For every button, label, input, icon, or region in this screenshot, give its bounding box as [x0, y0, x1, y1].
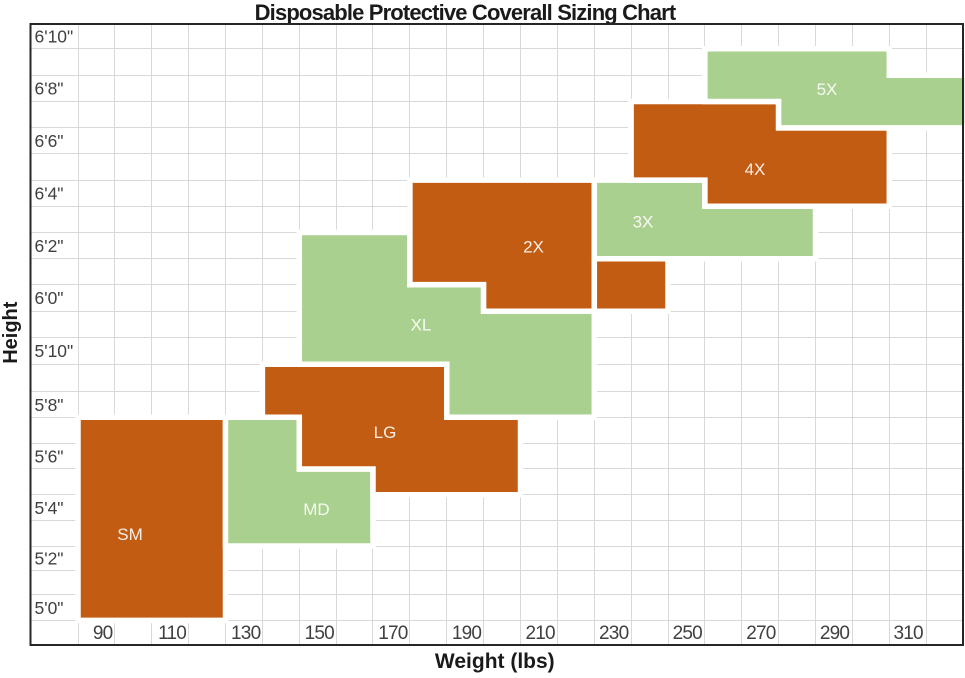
- svg-text:Disposable Protective Coverall: Disposable Protective Coverall Sizing Ch…: [255, 0, 677, 25]
- svg-text:170: 170: [378, 623, 408, 644]
- svg-text:5'10": 5'10": [35, 341, 74, 361]
- svg-text:SM: SM: [117, 525, 143, 544]
- svg-text:6'10": 6'10": [35, 27, 74, 47]
- svg-text:6'8": 6'8": [35, 79, 64, 99]
- svg-text:110: 110: [158, 623, 186, 644]
- svg-text:Weight (lbs): Weight (lbs): [435, 650, 555, 673]
- svg-text:XL: XL: [411, 315, 432, 334]
- svg-text:3X: 3X: [633, 212, 654, 231]
- svg-text:Height: Height: [0, 301, 22, 364]
- svg-text:90: 90: [93, 623, 113, 644]
- svg-text:5'2": 5'2": [35, 548, 64, 568]
- svg-text:6'0": 6'0": [35, 288, 64, 308]
- svg-text:270: 270: [746, 623, 776, 644]
- svg-text:5'4": 5'4": [35, 498, 64, 518]
- svg-text:230: 230: [599, 623, 629, 644]
- svg-text:5'8": 5'8": [35, 395, 64, 415]
- svg-text:5'6": 5'6": [35, 446, 64, 466]
- svg-text:6'2": 6'2": [35, 236, 64, 256]
- svg-text:5X: 5X: [817, 80, 838, 99]
- svg-text:LG: LG: [374, 423, 397, 442]
- svg-text:6'6": 6'6": [35, 131, 64, 151]
- svg-text:210: 210: [525, 623, 555, 644]
- svg-text:190: 190: [452, 623, 482, 644]
- svg-text:290: 290: [820, 623, 850, 644]
- svg-text:130: 130: [231, 623, 261, 644]
- svg-text:2X: 2X: [523, 237, 544, 256]
- svg-text:150: 150: [305, 623, 335, 644]
- svg-text:310: 310: [893, 623, 923, 644]
- svg-text:6'4": 6'4": [35, 183, 64, 203]
- svg-text:MD: MD: [303, 500, 329, 519]
- svg-text:250: 250: [673, 623, 703, 644]
- svg-text:5'0": 5'0": [35, 598, 64, 618]
- svg-text:4X: 4X: [745, 160, 766, 179]
